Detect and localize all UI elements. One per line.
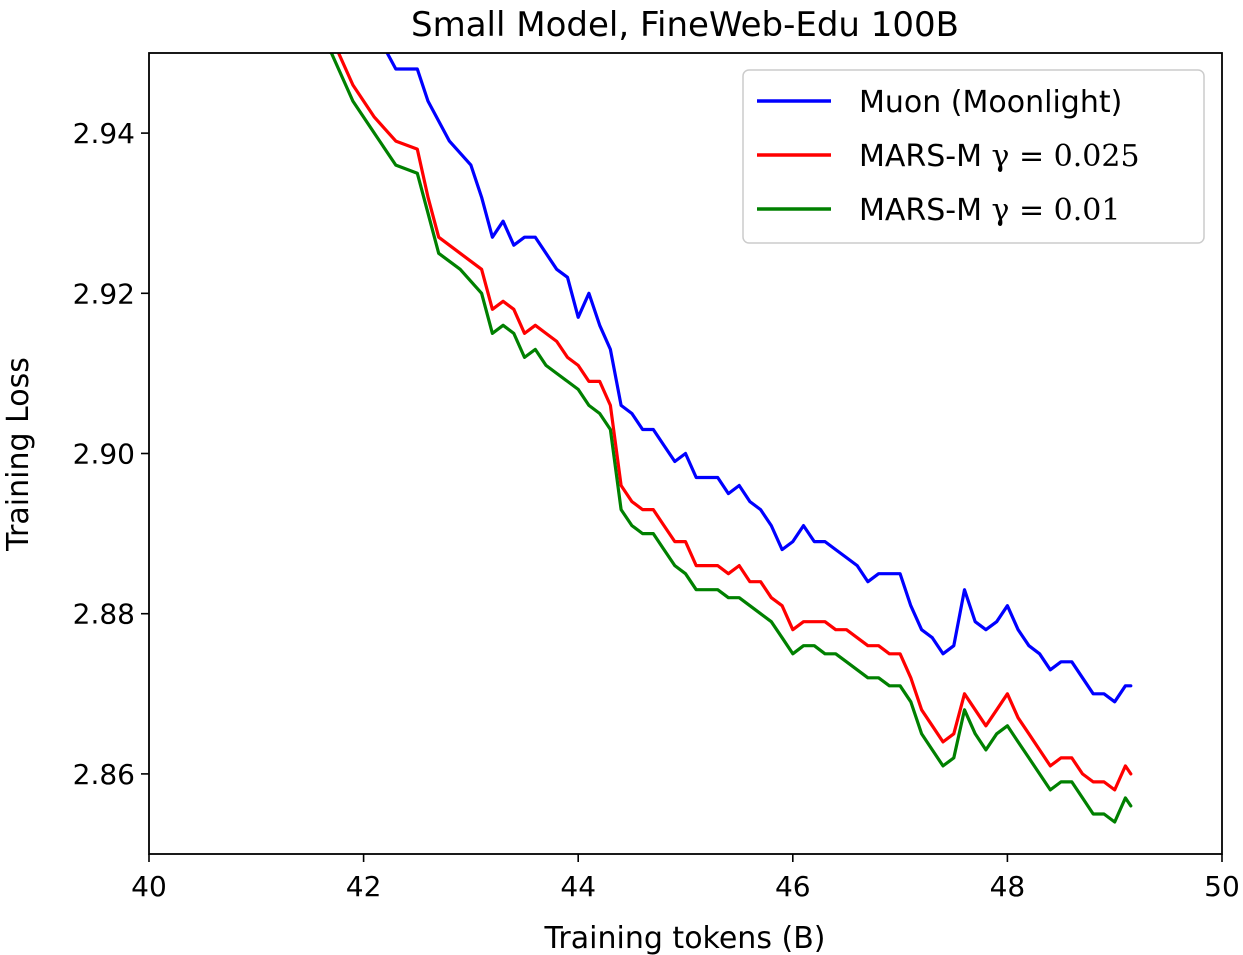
y-axis-label: Training Loss — [1, 357, 36, 552]
series-line-2 — [336, 53, 1133, 792]
y-tick-label: 2.86 — [73, 758, 135, 791]
x-axis-label: Training tokens (B) — [544, 921, 826, 955]
x-axis: 40 42 44 46 48 50 — [131, 854, 1240, 903]
legend-box — [742, 69, 1205, 244]
x-tick-label: 44 — [560, 870, 596, 903]
x-tick-label: 48 — [990, 870, 1026, 903]
series-lines — [327, 53, 1133, 824]
y-tick-label: 2.90 — [73, 438, 135, 471]
x-tick-label: 46 — [775, 870, 811, 903]
legend: Muon (Moonlight) MARS-M γ = 0.025 MARS-M γ… — [742, 69, 1205, 244]
y-tick-label: 2.94 — [73, 117, 135, 150]
y-axis: 2.86 2.88 2.90 2.92 2.94 — [73, 117, 149, 791]
x-tick-label: 42 — [346, 870, 382, 903]
legend-label: MARS-M γ = 0.01 — [859, 193, 1120, 228]
series-line-3 — [327, 53, 1133, 824]
y-tick-label: 2.88 — [73, 598, 135, 631]
x-tick-label: 40 — [131, 870, 167, 903]
legend-label: MARS-M γ = 0.025 — [859, 139, 1140, 174]
y-tick-label: 2.92 — [73, 277, 135, 310]
chart-title: Small Model, FineWeb-Edu 100B — [411, 5, 959, 45]
legend-label: Muon (Moonlight) — [859, 85, 1122, 120]
x-tick-label: 50 — [1204, 870, 1240, 903]
series-line-1 — [385, 53, 1133, 704]
